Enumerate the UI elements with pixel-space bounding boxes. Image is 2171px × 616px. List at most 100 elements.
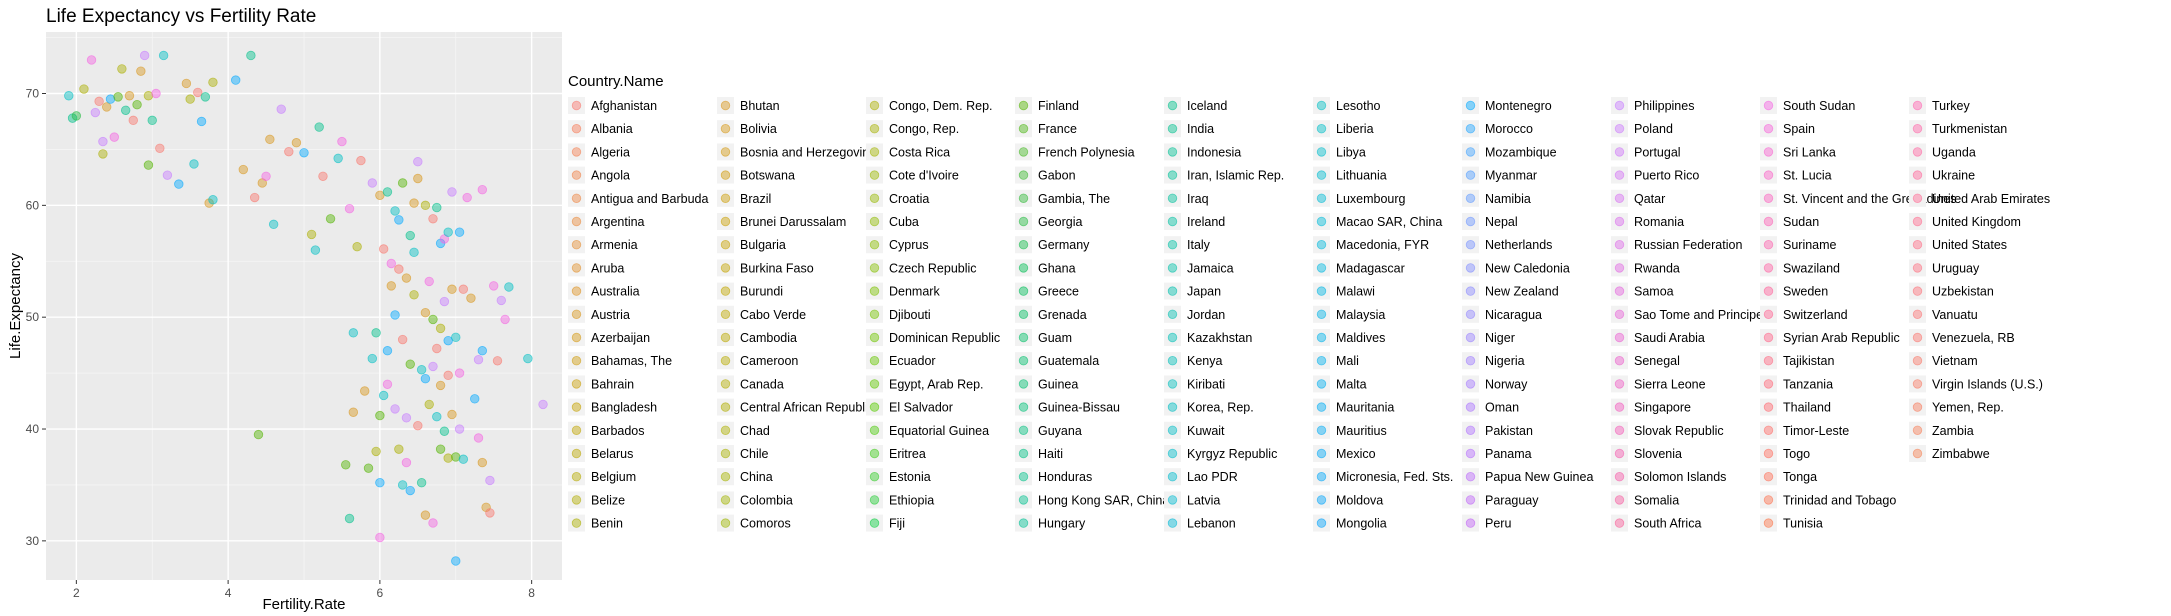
legend-key-bg: [1164, 120, 1181, 138]
legend-key-bg: [1611, 213, 1628, 230]
legend-key-marker: [1465, 263, 1476, 273]
legend-key-marker: [1614, 170, 1625, 180]
legend-key-bg: [1164, 468, 1181, 486]
legend-label: Uganda: [1932, 145, 1976, 159]
legend-key-bg: [568, 282, 585, 300]
data-point: [413, 173, 423, 184]
legend-key-marker: [571, 239, 582, 250]
legend-label: Libya: [1336, 145, 1366, 159]
legend-label: Cuba: [889, 215, 919, 229]
legend-label: Mauritania: [1336, 401, 1394, 415]
legend-item: Algeria: [568, 143, 630, 161]
legend-key-marker: [869, 518, 880, 528]
data-point: [378, 244, 389, 254]
data-point: [375, 532, 385, 543]
legend-label: New Caledonia: [1485, 261, 1570, 275]
data-point: [538, 399, 548, 410]
legend-key-bg: [717, 189, 734, 207]
data-point: [306, 229, 317, 240]
legend-key-bg: [568, 514, 585, 532]
legend-label: Panama: [1485, 447, 1532, 461]
legend-item: Solomon Islands: [1611, 468, 1726, 486]
legend-key-bg: [1164, 445, 1181, 462]
legend-key-bg: [1462, 120, 1479, 138]
legend-label: China: [740, 470, 773, 484]
legend-item: Slovak Republic: [1611, 421, 1724, 439]
legend-key-marker: [571, 448, 582, 459]
legend-item: Switzerland: [1760, 305, 1848, 323]
legend-item: Dominican Republic: [866, 329, 1000, 346]
legend-item: Mauritius: [1313, 421, 1387, 439]
legend-item: Nicaragua: [1462, 305, 1542, 323]
legend-key-bg: [717, 97, 734, 114]
legend-key-marker: [1465, 425, 1476, 436]
legend-label: French Polynesia: [1038, 145, 1135, 159]
legend-key-bg: [1015, 166, 1032, 184]
data-point: [382, 379, 393, 389]
legend-key-bg: [1313, 375, 1330, 393]
legend-item: Bulgaria: [717, 236, 786, 254]
legend-key-bg: [1015, 398, 1032, 416]
x-axis-title: Fertility.Rate: [262, 596, 345, 613]
data-point: [174, 179, 184, 189]
legend-key-marker: [1167, 239, 1178, 250]
legend-item: Togo: [1760, 445, 1810, 462]
data-point: [196, 116, 207, 127]
legend-label: Egypt, Arab Rep.: [889, 377, 984, 391]
y-tick-label: 50: [26, 310, 40, 324]
legend-item: Cuba: [866, 213, 919, 230]
legend-label: Brunei Darussalam: [740, 215, 846, 229]
legend-item: Malaysia: [1313, 305, 1385, 323]
legend-item: Finland: [1015, 97, 1079, 114]
data-point: [71, 111, 82, 121]
legend-key-bg: [717, 120, 734, 138]
data-point: [443, 453, 453, 463]
legend-key-bg: [717, 398, 734, 416]
legend-key-marker: [571, 170, 582, 180]
legend-key-marker: [1614, 332, 1625, 343]
legend-item: Bhutan: [717, 97, 780, 114]
legend-item: Haiti: [1015, 445, 1063, 462]
data-point: [352, 242, 362, 252]
legend-label: Switzerland: [1783, 308, 1848, 322]
legend-key-marker: [1316, 239, 1327, 250]
legend-label: Somalia: [1634, 493, 1679, 507]
data-point: [432, 202, 442, 213]
legend-item: Hungary: [1015, 514, 1086, 532]
legend-label: Chad: [740, 424, 770, 438]
legend-label: Kenya: [1187, 354, 1222, 368]
legend-key-bg: [1760, 120, 1777, 138]
legend-key-bg: [866, 97, 883, 114]
legend-item: Congo, Rep.: [866, 120, 959, 138]
legend-item: Cambodia: [717, 329, 797, 346]
legend-key-marker: [1316, 147, 1327, 157]
legend-item: Mauritania: [1313, 398, 1394, 416]
legend-label: Hong Kong SAR, China: [1038, 493, 1169, 507]
legend-key-bg: [1164, 421, 1181, 439]
data-point: [394, 215, 404, 225]
data-point: [390, 404, 400, 414]
legend-item: Kuwait: [1164, 421, 1225, 439]
legend-label: El Salvador: [889, 401, 953, 415]
legend-key-bg: [1909, 398, 1926, 416]
legend-label: Kuwait: [1187, 424, 1225, 438]
legend-label: Micronesia, Fed. Sts.: [1336, 470, 1453, 484]
legend-label: Albania: [591, 122, 633, 136]
legend-item: Tanzania: [1760, 375, 1833, 393]
legend-key-marker: [1465, 170, 1476, 180]
legend-key-marker: [1316, 402, 1327, 412]
data-point: [443, 370, 453, 381]
legend-item: Angola: [568, 166, 630, 184]
legend-item: Slovenia: [1611, 445, 1682, 462]
legend-key-marker: [1465, 147, 1476, 157]
legend-item: St. Vincent and the Grenadines: [1760, 189, 1957, 207]
legend-item: Estonia: [866, 468, 931, 486]
data-point: [284, 146, 294, 157]
data-point: [231, 75, 241, 85]
legend-label: Ethiopia: [889, 493, 934, 507]
data-point: [124, 91, 135, 101]
legend-key-marker: [1465, 379, 1476, 389]
legend-label: Ireland: [1187, 215, 1225, 229]
data-point: [246, 50, 256, 61]
data-point: [477, 184, 488, 195]
